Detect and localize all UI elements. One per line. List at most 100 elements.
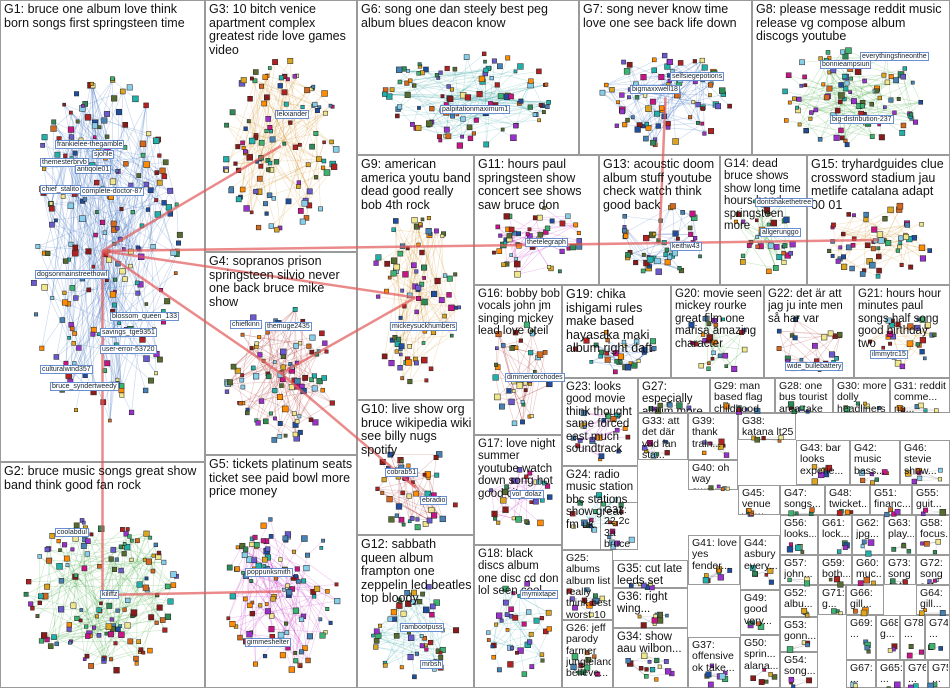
node bbox=[841, 254, 846, 260]
group-label: G48: twicket... bbox=[829, 488, 868, 511]
node bbox=[537, 118, 541, 123]
edge bbox=[261, 86, 311, 192]
edge bbox=[413, 592, 437, 603]
node bbox=[270, 596, 276, 602]
group-label: G57: john... bbox=[784, 558, 813, 581]
node bbox=[411, 262, 417, 269]
edge bbox=[378, 635, 439, 652]
node bbox=[799, 83, 804, 88]
edge bbox=[375, 631, 410, 648]
node bbox=[511, 591, 516, 596]
node bbox=[887, 206, 894, 214]
node bbox=[518, 98, 524, 104]
group-label: G33: att det där vad fan sta... bbox=[642, 416, 680, 459]
group-label: G37: offensive ok take... bbox=[692, 640, 735, 674]
node bbox=[702, 577, 709, 584]
node bbox=[277, 421, 283, 426]
node bbox=[123, 531, 129, 537]
node bbox=[881, 345, 885, 350]
node bbox=[483, 67, 489, 73]
node bbox=[411, 83, 417, 88]
node bbox=[546, 100, 551, 105]
node bbox=[884, 79, 891, 85]
edge bbox=[389, 96, 447, 130]
node bbox=[38, 638, 45, 644]
group-box bbox=[740, 535, 780, 590]
edge bbox=[479, 84, 546, 95]
edge bbox=[84, 568, 105, 659]
node bbox=[655, 123, 661, 129]
node bbox=[700, 121, 705, 126]
edge bbox=[606, 61, 671, 86]
group-label: G40: oh way away bbox=[692, 463, 730, 489]
node bbox=[407, 378, 413, 385]
node bbox=[399, 352, 403, 357]
node bbox=[373, 644, 379, 650]
node bbox=[885, 317, 892, 324]
node bbox=[404, 590, 411, 596]
edge bbox=[630, 348, 654, 364]
edge bbox=[75, 575, 128, 626]
node bbox=[112, 302, 117, 308]
node bbox=[452, 502, 458, 508]
node bbox=[51, 119, 57, 125]
node bbox=[647, 659, 652, 664]
node bbox=[618, 360, 623, 365]
node bbox=[573, 222, 579, 228]
edge bbox=[140, 576, 177, 650]
node bbox=[253, 661, 258, 667]
node bbox=[804, 580, 810, 587]
node bbox=[286, 589, 293, 596]
node bbox=[495, 224, 501, 230]
edge bbox=[393, 229, 438, 282]
edge bbox=[279, 351, 319, 437]
node bbox=[319, 632, 326, 639]
edge bbox=[58, 540, 95, 628]
group-label: G54: song... bbox=[784, 655, 816, 678]
edge bbox=[69, 239, 121, 387]
edge bbox=[86, 601, 171, 657]
edge bbox=[446, 80, 531, 105]
node bbox=[837, 581, 844, 588]
node bbox=[702, 131, 707, 136]
group-label: G46: stevie show... bbox=[904, 443, 937, 477]
node bbox=[918, 244, 926, 251]
group-label: G59: both... bbox=[822, 558, 850, 581]
node-label: antiqole01 bbox=[75, 165, 112, 174]
edge bbox=[393, 273, 460, 308]
node bbox=[845, 47, 852, 54]
edge bbox=[595, 511, 616, 524]
node bbox=[273, 416, 277, 421]
node bbox=[489, 488, 493, 493]
edge bbox=[280, 374, 316, 423]
node bbox=[30, 279, 37, 286]
node bbox=[613, 350, 620, 357]
edge bbox=[46, 549, 58, 644]
edge bbox=[75, 279, 116, 299]
node bbox=[309, 377, 314, 382]
node bbox=[292, 607, 300, 614]
edge bbox=[828, 63, 895, 113]
node bbox=[523, 388, 528, 393]
edge bbox=[624, 215, 661, 221]
group-label: G34: show aau wilbon... bbox=[617, 631, 682, 656]
edge bbox=[798, 99, 843, 139]
node bbox=[657, 664, 662, 669]
edge bbox=[592, 418, 614, 440]
node bbox=[398, 343, 405, 350]
node bbox=[907, 323, 914, 330]
node bbox=[252, 373, 260, 380]
node bbox=[49, 533, 56, 539]
node bbox=[802, 74, 807, 80]
edge bbox=[284, 143, 320, 160]
node bbox=[399, 665, 404, 670]
node bbox=[125, 527, 130, 532]
node bbox=[877, 95, 882, 101]
edge bbox=[863, 101, 921, 116]
node-label: dontshakethetree bbox=[755, 198, 814, 207]
group-box bbox=[738, 413, 796, 440]
edge bbox=[378, 296, 457, 309]
edge bbox=[811, 97, 880, 113]
node bbox=[808, 116, 813, 121]
edge bbox=[515, 617, 543, 655]
